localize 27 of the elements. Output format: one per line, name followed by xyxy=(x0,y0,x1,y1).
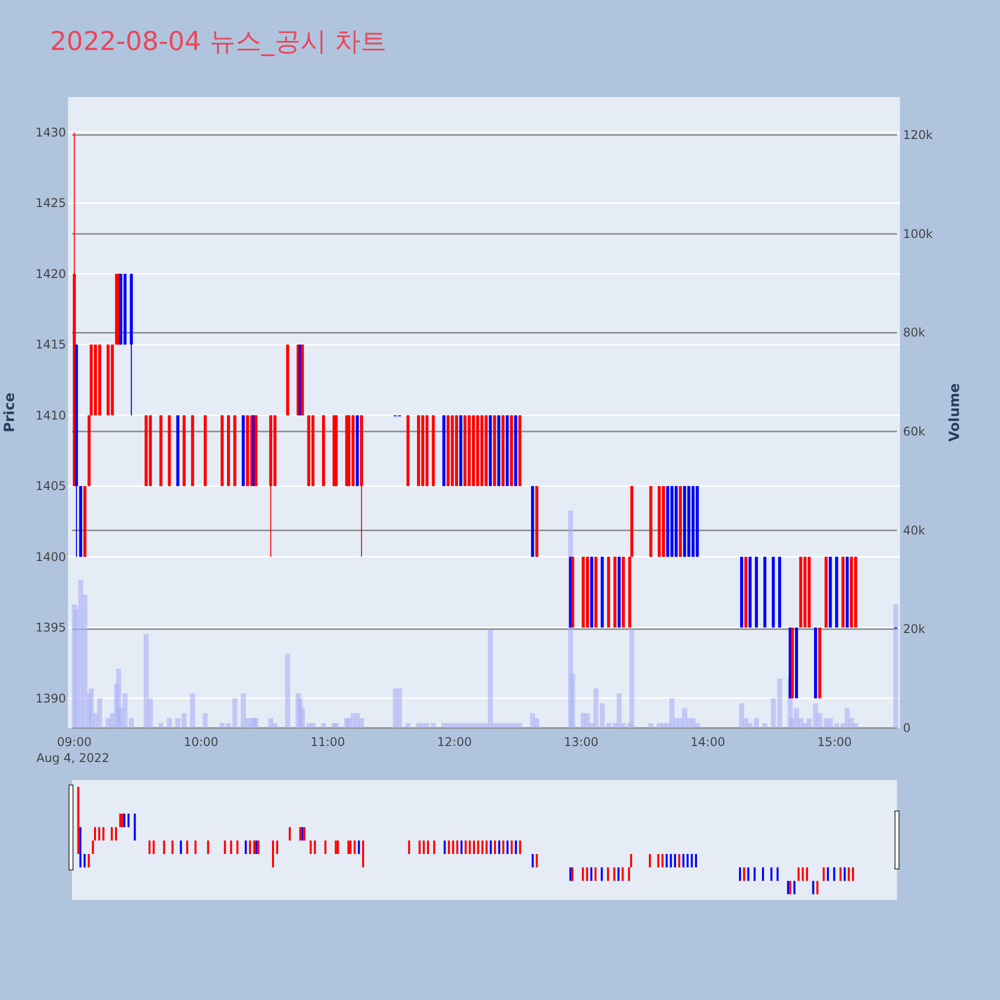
y2-tick-label: 100k xyxy=(903,226,933,241)
x-tick-label: 10:00 xyxy=(184,735,218,749)
y-tick-label: 1425 xyxy=(35,196,66,210)
x-tick-label: 14:00 xyxy=(690,735,726,749)
y-tick-label: 1405 xyxy=(35,479,66,494)
y-tick-label: 1415 xyxy=(35,338,66,352)
text: Aug 4, 2022 xyxy=(36,751,110,765)
x-tick-label: 13:00 xyxy=(564,735,598,749)
x-tick-label: 15:00 xyxy=(817,735,852,749)
y-axis-title: Price xyxy=(2,392,18,432)
y-tick-label: 1400 xyxy=(35,550,66,564)
y-tick-label: 1430 xyxy=(35,125,66,140)
y2-tick-label: 40k xyxy=(903,523,926,538)
y-tick-label: 1420 xyxy=(35,266,66,281)
y2-axis-title: Volume xyxy=(947,383,963,442)
y2-tick-label: 0 xyxy=(903,721,911,735)
chart-title: 2022-08-04 뉴스_공시 차트 xyxy=(50,27,387,57)
y-tick-label: 1395 xyxy=(35,620,66,635)
x-tick-label: 12:00 xyxy=(437,735,472,749)
y-tick-label: 1410 xyxy=(35,408,66,422)
x-tick-label: 11:00 xyxy=(310,735,346,749)
y2-tick-label: 80k xyxy=(903,326,926,340)
x-tick-label: 09:00 xyxy=(57,735,92,749)
y2-tick-label: 20k xyxy=(903,622,926,636)
y2-tick-label: 120k xyxy=(903,128,933,142)
y2-tick-label: 60k xyxy=(903,424,926,439)
y-tick-label: 1390 xyxy=(35,691,66,706)
